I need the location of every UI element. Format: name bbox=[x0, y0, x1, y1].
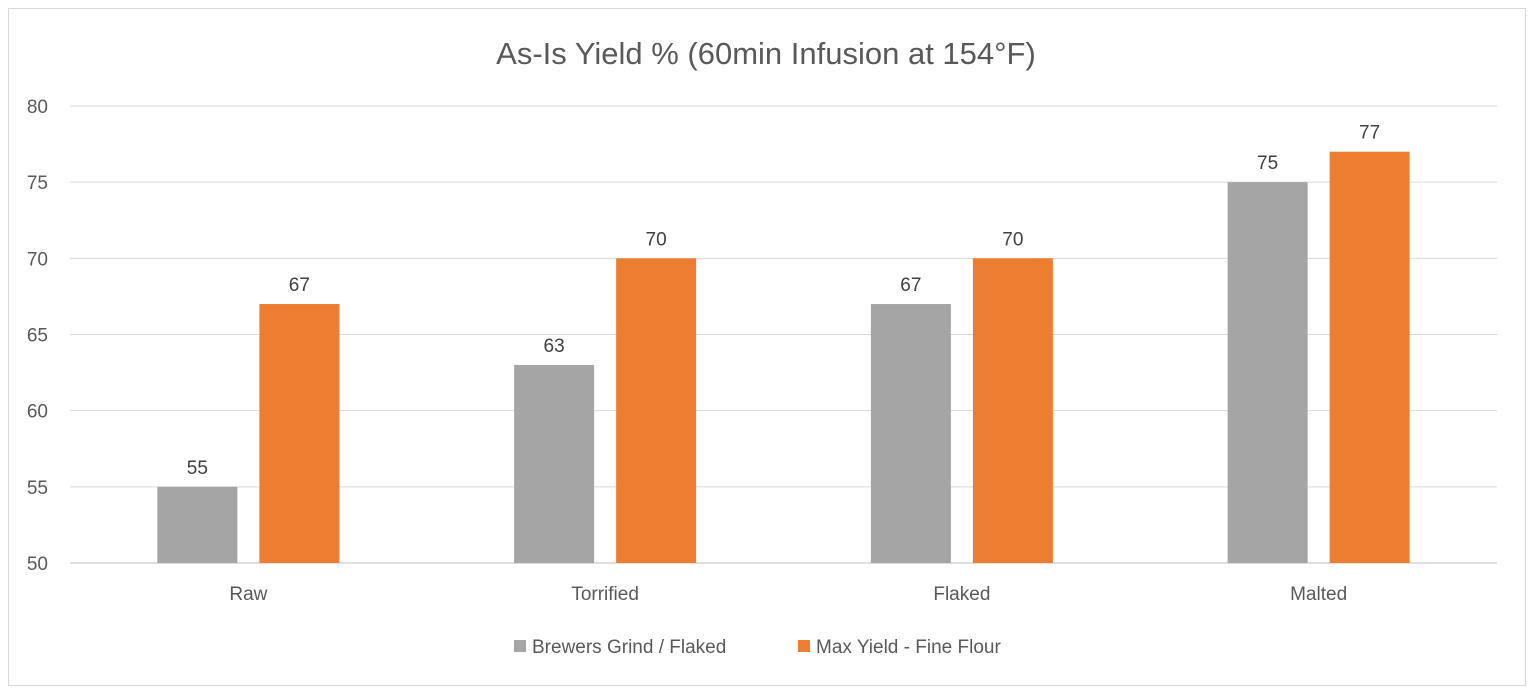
legend-label: Brewers Grind / Flaked bbox=[532, 637, 726, 658]
data-label: 70 bbox=[646, 229, 667, 250]
y-tick-label: 60 bbox=[27, 402, 48, 423]
legend-swatch bbox=[514, 640, 526, 652]
data-label: 63 bbox=[544, 336, 565, 357]
x-tick-label: Flaked bbox=[933, 584, 990, 605]
bar-raw-series-2 bbox=[259, 304, 340, 563]
legend: Brewers Grind / Flaked Max Yield - Fine F… bbox=[514, 637, 1001, 658]
bar-torrified-series-1 bbox=[514, 364, 595, 563]
bar-malted-series-1 bbox=[1227, 182, 1308, 563]
y-tick-label: 65 bbox=[27, 326, 48, 347]
bar-malted-series-2 bbox=[1329, 151, 1410, 563]
bar-flaked-series-1 bbox=[870, 304, 951, 563]
bar-raw-series-1 bbox=[157, 486, 238, 563]
data-labels: 55 67 63 70 67 70 75 77 bbox=[187, 123, 1380, 479]
data-label: 75 bbox=[1257, 153, 1278, 174]
y-tick-label: 50 bbox=[27, 554, 48, 575]
y-axis: 50 55 60 65 70 75 80 bbox=[27, 97, 48, 575]
y-tick-label: 80 bbox=[27, 97, 48, 118]
data-label: 67 bbox=[900, 275, 921, 296]
legend-swatch bbox=[798, 640, 810, 652]
bar-torrified-series-2 bbox=[616, 258, 697, 563]
x-tick-label: Raw bbox=[229, 584, 267, 605]
legend-label: Max Yield - Fine Flour bbox=[816, 637, 1001, 658]
y-tick-label: 55 bbox=[27, 478, 48, 499]
bar-flaked-series-2 bbox=[972, 258, 1053, 563]
chart-title: As-Is Yield % (60min Infusion at 154°F) bbox=[496, 36, 1036, 71]
bars bbox=[157, 151, 1410, 563]
y-tick-label: 70 bbox=[27, 249, 48, 270]
data-label: 77 bbox=[1359, 123, 1380, 144]
y-tick-label: 75 bbox=[27, 173, 48, 194]
x-tick-label: Malted bbox=[1290, 584, 1347, 605]
data-label: 55 bbox=[187, 458, 208, 479]
x-axis: Raw Torrified Flaked Malted bbox=[229, 584, 1347, 605]
x-tick-label: Torrified bbox=[571, 584, 639, 605]
data-label: 67 bbox=[289, 275, 310, 296]
data-label: 70 bbox=[1002, 229, 1023, 250]
